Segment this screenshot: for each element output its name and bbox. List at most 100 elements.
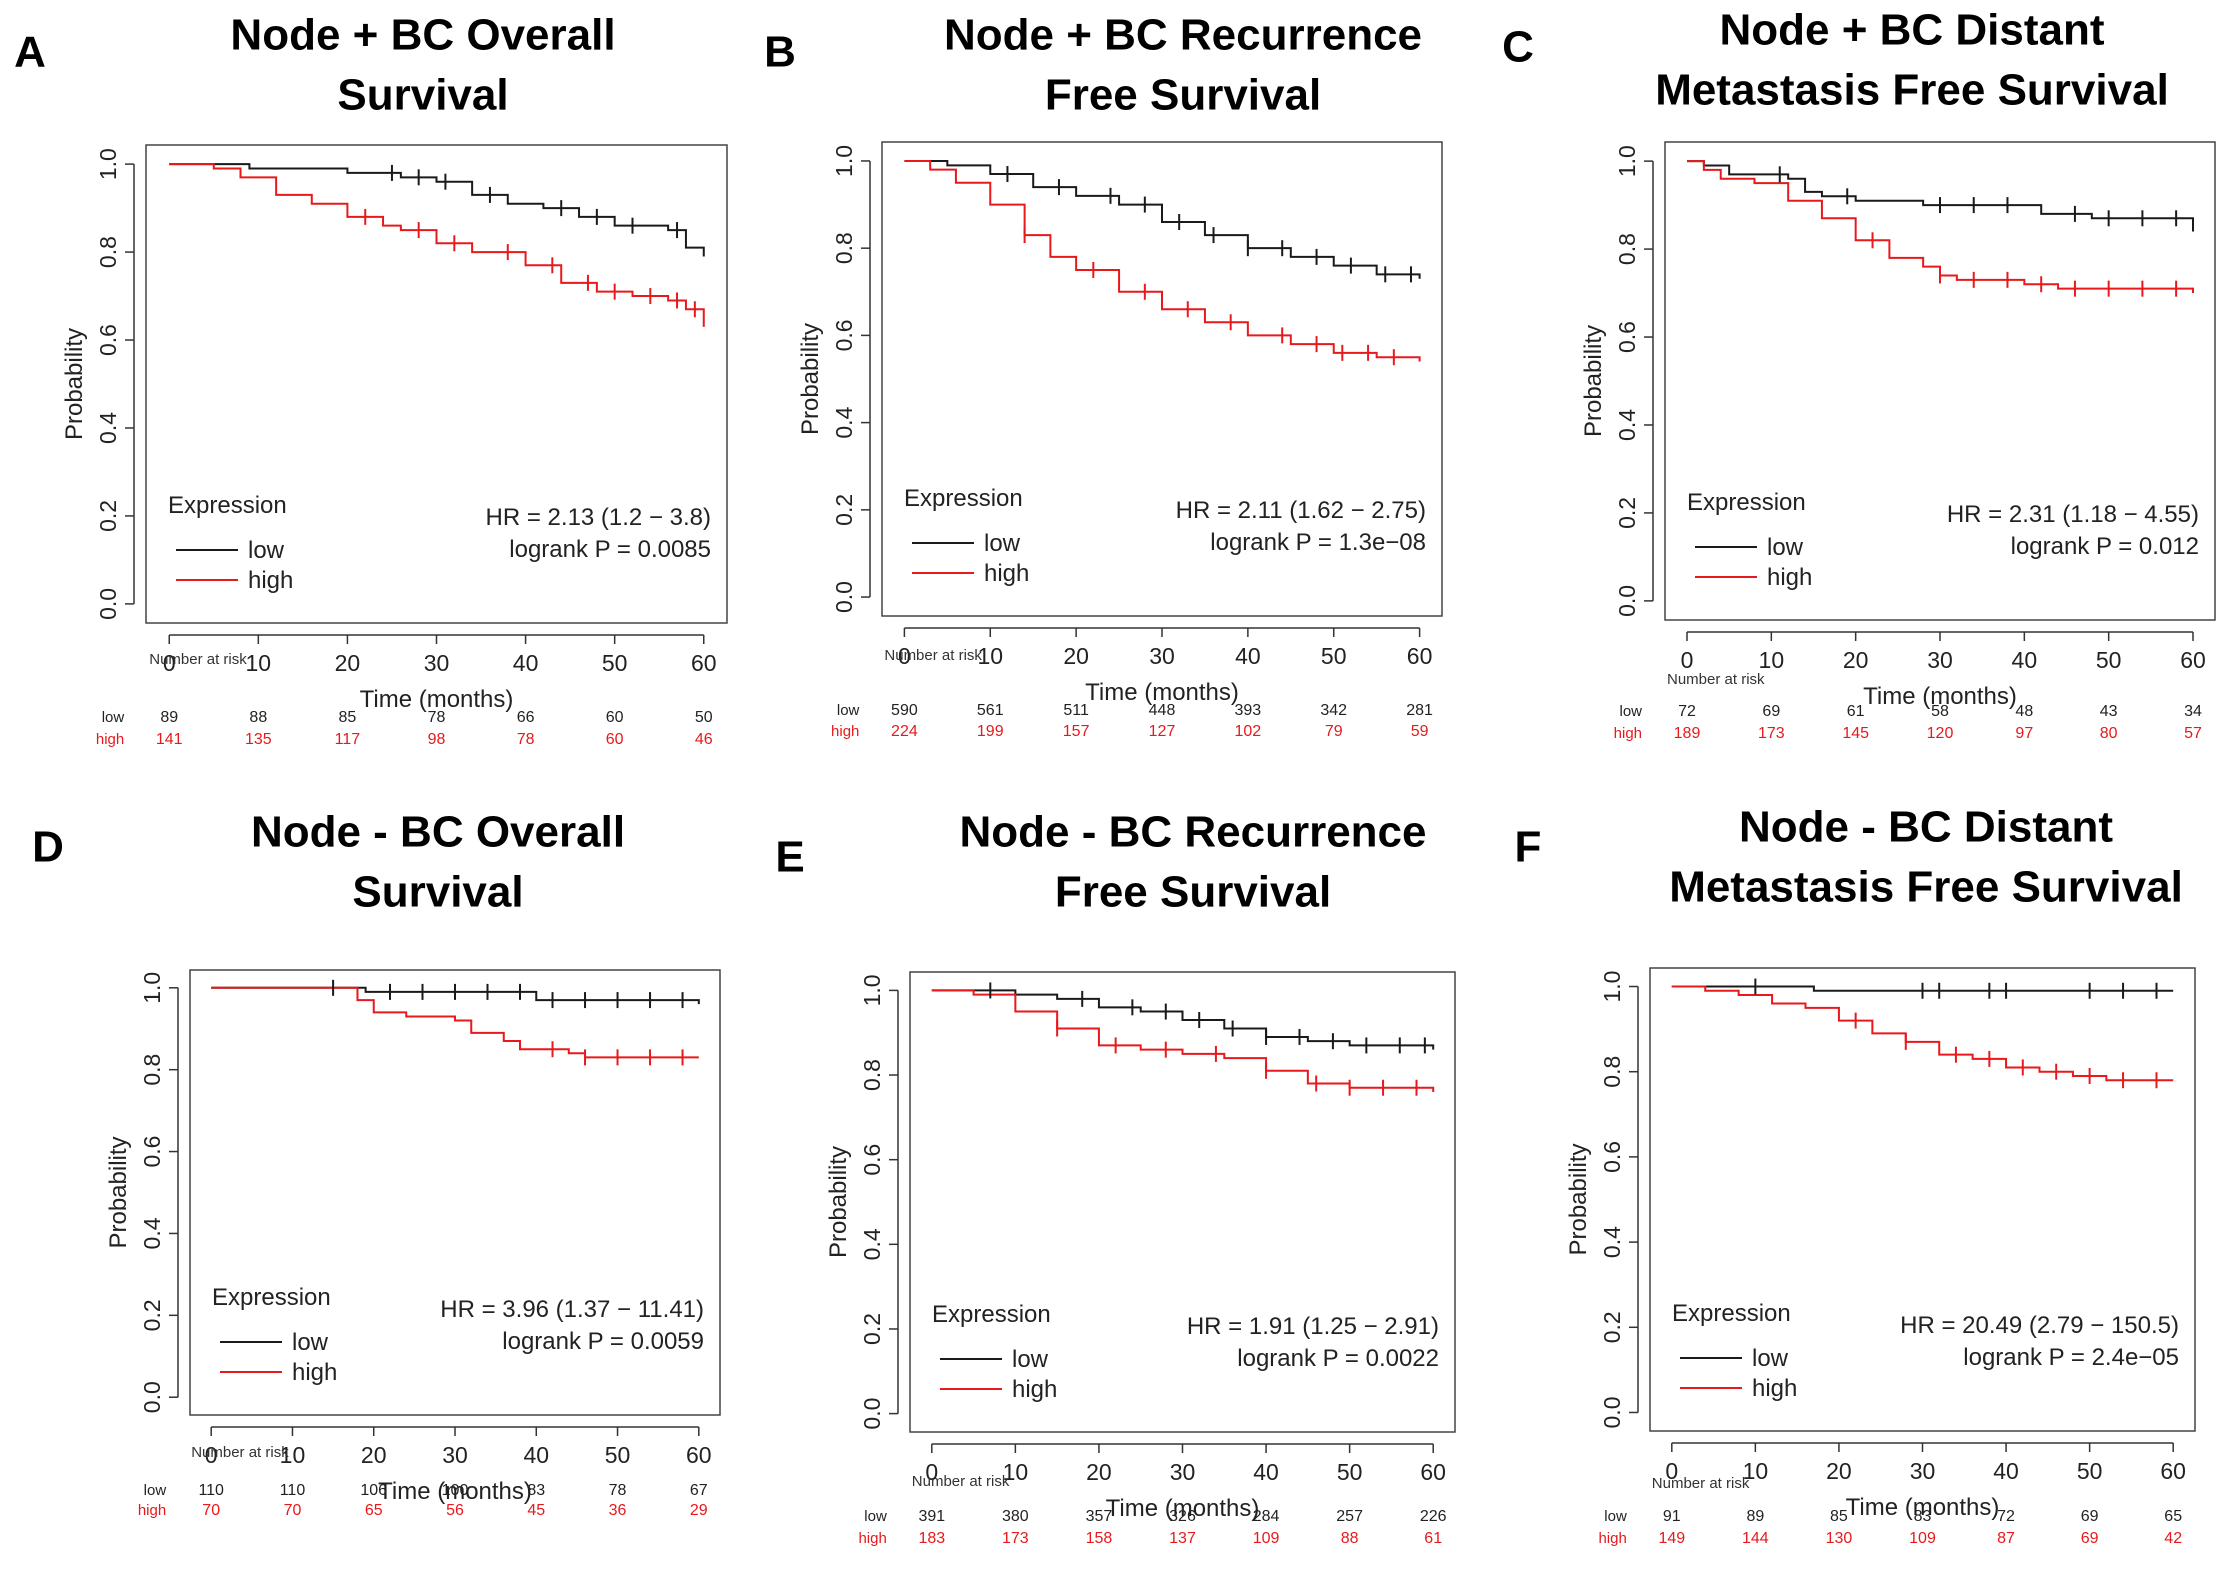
y-tick-label: 0.2: [1614, 497, 1640, 529]
risk-row-label-high: high: [96, 731, 124, 748]
chart-title-line-2: Metastasis Free Survival: [1655, 66, 2169, 115]
risk-count-low: 78: [609, 1482, 627, 1499]
risk-count-high: 65: [365, 1502, 383, 1519]
risk-count-high: 59: [1411, 723, 1429, 740]
hazard-ratio-text: HR = 2.13 (1.2 − 3.8): [486, 504, 711, 531]
risk-count-high: 69: [2081, 1530, 2099, 1547]
legend-label-high: high: [248, 567, 293, 594]
x-tick-label: 40: [513, 650, 539, 676]
risk-count-high: 173: [1002, 1530, 1029, 1547]
x-tick-label: 50: [1321, 643, 1347, 669]
legend-title: Expression: [1687, 489, 1806, 516]
risk-count-high: 130: [1826, 1530, 1853, 1547]
y-tick-label: 1.0: [831, 145, 857, 177]
risk-count-low: 85: [1830, 1508, 1848, 1525]
risk-count-high: 57: [2184, 725, 2202, 742]
risk-table-title: Number at risk: [912, 1473, 1010, 1490]
risk-count-low: 393: [1235, 702, 1262, 719]
x-tick-label: 40: [1235, 643, 1261, 669]
x-tick-label: 50: [1337, 1459, 1363, 1485]
x-tick-label: 0: [925, 1459, 938, 1485]
chart-title-line-1: Node - BC Recurrence: [959, 808, 1426, 857]
series-line-high: [211, 986, 699, 1059]
risk-count-high: 183: [918, 1530, 945, 1547]
risk-count-low: 110: [198, 1482, 224, 1499]
y-tick-label: 0.8: [139, 1054, 165, 1086]
y-tick-label: 0.6: [139, 1136, 165, 1168]
risk-table-title: Number at risk: [191, 1444, 289, 1461]
x-tick-label: 40: [1993, 1458, 2019, 1484]
panel-letter: B: [764, 28, 796, 77]
risk-count-high: 97: [2015, 725, 2033, 742]
risk-count-low: 281: [1406, 702, 1433, 719]
x-tick-label: 60: [1420, 1459, 1446, 1485]
risk-count-low: 100: [442, 1482, 469, 1499]
risk-count-low: 85: [339, 709, 357, 726]
risk-count-high: 145: [1842, 725, 1869, 742]
x-tick-label: 0: [1665, 1458, 1678, 1484]
x-axis-label: Time (months): [1085, 679, 1239, 706]
hazard-ratio-text: HR = 1.91 (1.25 − 2.91): [1187, 1313, 1439, 1340]
chart-title-line-2: Metastasis Free Survival: [1669, 863, 2183, 912]
risk-count-high: 189: [1674, 725, 1701, 742]
risk-count-high: 158: [1086, 1530, 1113, 1547]
x-tick-label: 30: [1910, 1458, 1936, 1484]
legend-label-low: low: [1012, 1346, 1049, 1373]
hazard-ratio-text: HR = 3.96 (1.37 − 11.41): [440, 1296, 704, 1323]
risk-count-high: 61: [1424, 1530, 1442, 1547]
risk-count-high: 117: [335, 731, 361, 748]
y-tick-label: 0.8: [95, 236, 121, 268]
y-axis-label: Probability: [1565, 1143, 1592, 1255]
legend-label-low: low: [292, 1329, 329, 1356]
risk-table-title: Number at risk: [149, 651, 247, 668]
legend-label-high: high: [1752, 1375, 1797, 1402]
risk-count-low: 58: [1931, 703, 1949, 720]
risk-count-high: 70: [202, 1502, 220, 1519]
risk-table-title: Number at risk: [1652, 1475, 1750, 1492]
risk-count-high: 157: [1063, 723, 1090, 740]
risk-row-label-high: high: [831, 723, 859, 740]
y-tick-label: 0.0: [139, 1381, 165, 1413]
x-tick-label: 20: [1826, 1458, 1852, 1484]
risk-table-title: Number at risk: [1667, 671, 1765, 688]
x-tick-label: 20: [1063, 643, 1089, 669]
risk-count-low: 83: [527, 1482, 545, 1499]
risk-count-high: 224: [891, 723, 918, 740]
risk-count-low: 91: [1663, 1508, 1681, 1525]
risk-count-low: 67: [690, 1482, 708, 1499]
x-axis-label: Time (months): [1863, 683, 2017, 710]
x-tick-label: 60: [691, 650, 717, 676]
risk-count-low: 110: [280, 1482, 306, 1499]
legend-title: Expression: [904, 485, 1023, 512]
x-tick-label: 50: [602, 650, 628, 676]
risk-count-high: 45: [527, 1502, 545, 1519]
y-tick-label: 0.4: [1599, 1226, 1625, 1258]
x-tick-label: 40: [1253, 1459, 1279, 1485]
y-tick-label: 0.8: [831, 232, 857, 264]
risk-count-high: 137: [1169, 1530, 1196, 1547]
y-tick-label: 1.0: [139, 972, 165, 1004]
y-tick-label: 0.4: [831, 406, 857, 438]
panel-f: F Node - BC Distant Metastasis Free Surviv…: [1515, 803, 2196, 1547]
y-tick-label: 0.2: [859, 1313, 885, 1345]
plot-frame: [145, 144, 728, 624]
risk-count-low: 106: [360, 1482, 387, 1499]
hazard-ratio-text: HR = 2.11 (1.62 − 2.75): [1176, 497, 1426, 524]
series-line-low: [169, 163, 705, 257]
y-tick-label: 1.0: [95, 148, 121, 180]
panel-d: D Node - BC Overall Survival 0 10 20 30 40 50 60 T…: [32, 808, 721, 1519]
risk-count-low: 34: [2184, 703, 2202, 720]
chart-title-line-1: Node + BC Recurrence: [944, 11, 1422, 60]
x-tick-label: 20: [1843, 647, 1869, 673]
logrank-text: logrank P = 0.0022: [1237, 1345, 1439, 1372]
y-tick-label: 1.0: [1599, 971, 1625, 1003]
series-line-high: [1671, 985, 2174, 1082]
y-axis-label: Probability: [825, 1146, 852, 1258]
risk-row-label-low: low: [1619, 703, 1642, 720]
y-tick-label: 0.8: [1614, 233, 1640, 265]
legend-title: Expression: [212, 1284, 331, 1311]
x-axis-label: Time (months): [378, 1478, 532, 1505]
risk-count-low: 391: [918, 1508, 945, 1525]
risk-count-low: 89: [1746, 1508, 1764, 1525]
risk-count-low: 226: [1420, 1508, 1447, 1525]
